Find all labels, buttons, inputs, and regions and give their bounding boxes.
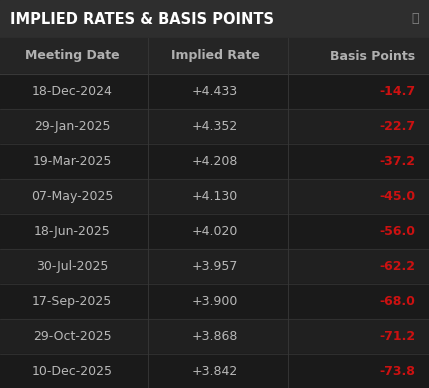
Text: 29-Jan-2025: 29-Jan-2025 — [34, 120, 110, 133]
Text: +4.433: +4.433 — [192, 85, 238, 98]
Text: -14.7: -14.7 — [379, 85, 415, 98]
Bar — [0, 38, 429, 74]
Text: -62.2: -62.2 — [379, 260, 415, 273]
Text: +4.130: +4.130 — [192, 190, 238, 203]
Bar — [0, 354, 429, 388]
Text: 18-Dec-2024: 18-Dec-2024 — [32, 85, 112, 98]
Text: -45.0: -45.0 — [379, 190, 415, 203]
Text: +4.208: +4.208 — [192, 155, 238, 168]
Text: +4.020: +4.020 — [192, 225, 238, 238]
Text: 19-Mar-2025: 19-Mar-2025 — [32, 155, 112, 168]
Bar — [0, 249, 429, 284]
Text: 10-Dec-2025: 10-Dec-2025 — [31, 365, 112, 378]
Text: Basis Points: Basis Points — [330, 50, 415, 62]
Bar — [0, 0, 429, 38]
Bar — [0, 179, 429, 214]
Bar — [0, 144, 429, 179]
Text: -37.2: -37.2 — [379, 155, 415, 168]
Text: 18-Jun-2025: 18-Jun-2025 — [33, 225, 110, 238]
Text: Meeting Date: Meeting Date — [25, 50, 119, 62]
Text: ⧉: ⧉ — [411, 12, 419, 26]
Text: 29-Oct-2025: 29-Oct-2025 — [33, 330, 111, 343]
Bar — [0, 284, 429, 319]
Text: +3.900: +3.900 — [192, 295, 238, 308]
Text: 07-May-2025: 07-May-2025 — [31, 190, 113, 203]
Text: +3.842: +3.842 — [192, 365, 238, 378]
Text: -73.8: -73.8 — [379, 365, 415, 378]
Bar — [0, 74, 429, 109]
Bar — [0, 109, 429, 144]
Text: IMPLIED RATES & BASIS POINTS: IMPLIED RATES & BASIS POINTS — [10, 12, 274, 26]
Text: -56.0: -56.0 — [379, 225, 415, 238]
Text: +3.957: +3.957 — [192, 260, 238, 273]
Text: -71.2: -71.2 — [379, 330, 415, 343]
Text: Implied Rate: Implied Rate — [171, 50, 260, 62]
Text: -22.7: -22.7 — [379, 120, 415, 133]
Text: -68.0: -68.0 — [379, 295, 415, 308]
Bar — [0, 214, 429, 249]
Text: +4.352: +4.352 — [192, 120, 238, 133]
Bar — [0, 319, 429, 354]
Text: 30-Jul-2025: 30-Jul-2025 — [36, 260, 108, 273]
Text: +3.868: +3.868 — [192, 330, 238, 343]
Text: 17-Sep-2025: 17-Sep-2025 — [32, 295, 112, 308]
